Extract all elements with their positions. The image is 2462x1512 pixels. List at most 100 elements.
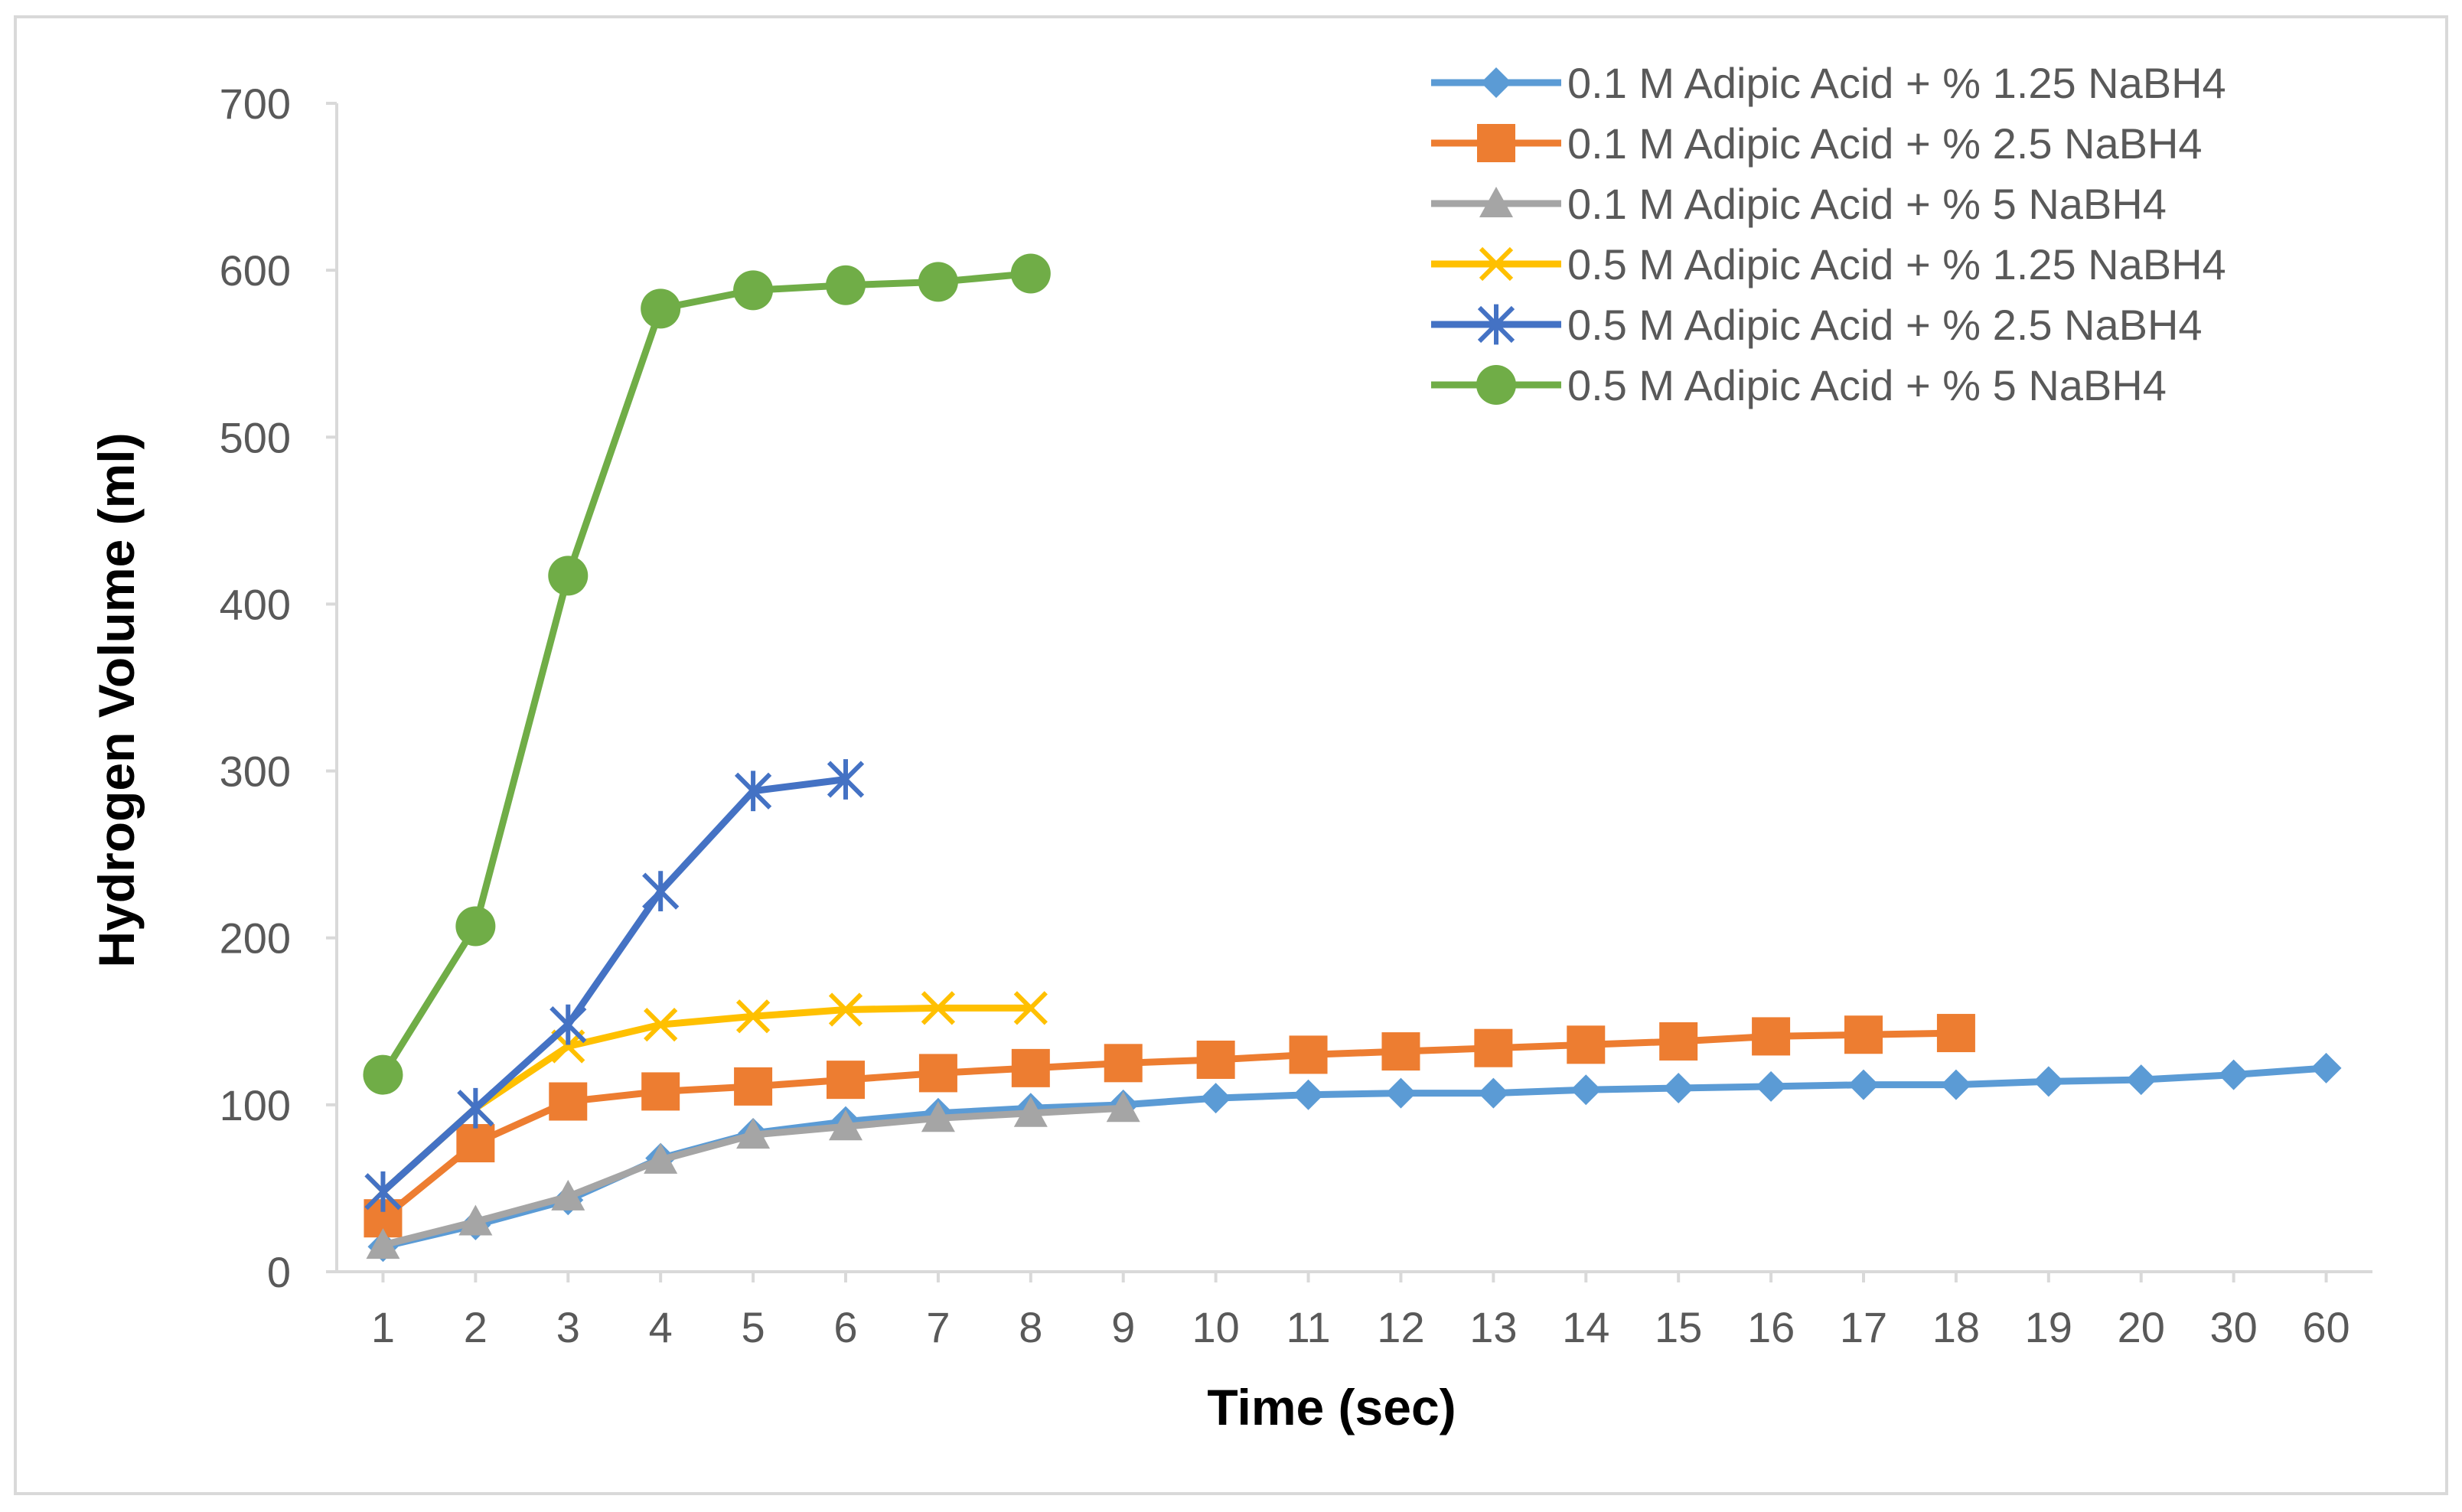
data-point-star: [734, 771, 772, 812]
x-tick-label: 60: [2302, 1303, 2349, 1351]
data-point-triangle: [644, 1142, 678, 1174]
data-point-square: [456, 1124, 495, 1163]
data-point-star: [642, 871, 680, 912]
x-tick-label: 15: [1655, 1303, 1702, 1351]
data-point-square: [641, 1072, 680, 1111]
data-point-x: [735, 999, 771, 1034]
y-tick-label: 400: [220, 580, 291, 628]
data-point-x: [644, 1008, 678, 1042]
data-point-triangle: [1013, 1096, 1048, 1127]
data-point-circle: [1476, 365, 1516, 405]
legend-entry: 0.1 M Adipic Acid + % 2.5 NaBH4: [1431, 119, 2203, 168]
series-1: [364, 1014, 1975, 1238]
x-tick-label: 3: [556, 1303, 580, 1351]
data-point-triangle: [1106, 1091, 1140, 1123]
data-point-triangle: [736, 1118, 771, 1149]
data-point-circle: [548, 556, 589, 596]
data-point-star: [1477, 304, 1515, 345]
data-point-square: [1752, 1017, 1791, 1056]
x-tick-label: 16: [1747, 1303, 1795, 1351]
series-2: [366, 1091, 1140, 1259]
data-point-square: [1567, 1025, 1606, 1064]
y-tick-label: 700: [220, 80, 291, 128]
x-stroke: [1479, 246, 1514, 282]
data-point-square: [549, 1082, 588, 1121]
series-4: [364, 759, 865, 1212]
legend-label: 0.5 M Adipic Acid + % 1.25 NaBH4: [1567, 240, 2226, 288]
data-point-triangle: [458, 1204, 493, 1236]
chart-border: [14, 15, 2448, 1495]
x-tick-label: 6: [833, 1303, 857, 1351]
legend-label: 0.5 M Adipic Acid + % 5 NaBH4: [1567, 361, 2167, 409]
data-point-diamond: [1481, 67, 1511, 98]
data-point-star: [457, 1087, 494, 1129]
data-point-diamond: [1385, 1077, 1417, 1109]
data-point-circle: [363, 1054, 403, 1095]
y-tick-label: 300: [220, 748, 291, 796]
data-point-x: [1013, 991, 1048, 1025]
data-point-x: [921, 991, 956, 1025]
data-point-square: [734, 1067, 773, 1106]
x-tick-label: 10: [1192, 1303, 1239, 1351]
data-point-square: [1011, 1048, 1050, 1087]
plot-area: [363, 253, 2342, 1263]
x-tick-label: 7: [926, 1303, 950, 1351]
legend-entry: 0.5 M Adipic Acid + % 1.25 NaBH4: [1431, 240, 2226, 288]
y-tick-label: 200: [220, 914, 291, 963]
x-tick-label: 12: [1377, 1303, 1424, 1351]
y-tick-label: 600: [220, 246, 291, 295]
data-point-diamond: [1756, 1070, 1787, 1102]
data-point-x: [1479, 246, 1514, 282]
y-axis-label: Hydrogen Volume (ml): [88, 432, 145, 967]
data-point-triangle: [551, 1179, 585, 1211]
x-tick-label: 5: [742, 1303, 765, 1351]
data-point-square: [1474, 1028, 1513, 1067]
data-point-star: [364, 1171, 402, 1212]
x-stroke: [828, 992, 863, 1027]
data-point-square: [1289, 1035, 1328, 1074]
x-tick-label: 4: [649, 1303, 673, 1351]
data-point-circle: [641, 288, 681, 329]
x-axis-label: Time (sec): [1207, 1379, 1456, 1435]
data-point-square: [1104, 1044, 1143, 1083]
x-tick-label: 17: [1840, 1303, 1887, 1351]
data-point-triangle: [366, 1228, 400, 1259]
data-point-square: [1844, 1015, 1883, 1054]
legend-entry: 0.1 M Adipic Acid + % 5 NaBH4: [1431, 180, 2167, 228]
data-point-circle: [826, 265, 866, 305]
legend-label: 0.1 M Adipic Acid + % 2.5 NaBH4: [1567, 119, 2203, 168]
data-point-square: [918, 1054, 957, 1093]
legend: 0.1 M Adipic Acid + % 1.25 NaBH4 0.1 M Ad…: [1431, 59, 2226, 409]
x-tick-label: 30: [2209, 1303, 2257, 1351]
data-point-star: [827, 759, 865, 800]
data-point-star: [549, 1004, 587, 1045]
x-tick-label: 13: [1469, 1303, 1517, 1351]
data-point-diamond: [1570, 1074, 1602, 1106]
legend-label: 0.1 M Adipic Acid + % 1.25 NaBH4: [1567, 59, 2226, 107]
x-tick-label: 19: [2025, 1303, 2072, 1351]
data-point-circle: [455, 906, 496, 947]
x-tick-label: 1: [371, 1303, 395, 1351]
x-stroke: [644, 1008, 678, 1042]
data-point-triangle: [829, 1110, 863, 1141]
x-tick-label: 8: [1019, 1303, 1042, 1351]
x-tick-label: 9: [1111, 1303, 1135, 1351]
data-point-diamond: [1848, 1069, 1879, 1100]
x-stroke: [1013, 991, 1048, 1025]
x-stroke: [921, 991, 956, 1025]
legend-label: 0.5 M Adipic Acid + % 2.5 NaBH4: [1567, 301, 2203, 349]
data-point-triangle: [921, 1101, 955, 1132]
data-point-diamond: [1663, 1073, 1694, 1104]
data-point-diamond: [1200, 1083, 1231, 1114]
y-tick-label: 100: [220, 1081, 291, 1129]
data-point-diamond: [2218, 1059, 2249, 1090]
data-point-diamond: [1478, 1077, 1509, 1109]
data-point-square: [1477, 124, 1515, 162]
series-5: [363, 253, 1051, 1095]
data-point-diamond: [2310, 1052, 2342, 1083]
data-point-diamond: [1940, 1069, 1971, 1100]
x-tick-label: 2: [464, 1303, 488, 1351]
legend-label: 0.1 M Adipic Acid + % 5 NaBH4: [1567, 180, 2167, 228]
